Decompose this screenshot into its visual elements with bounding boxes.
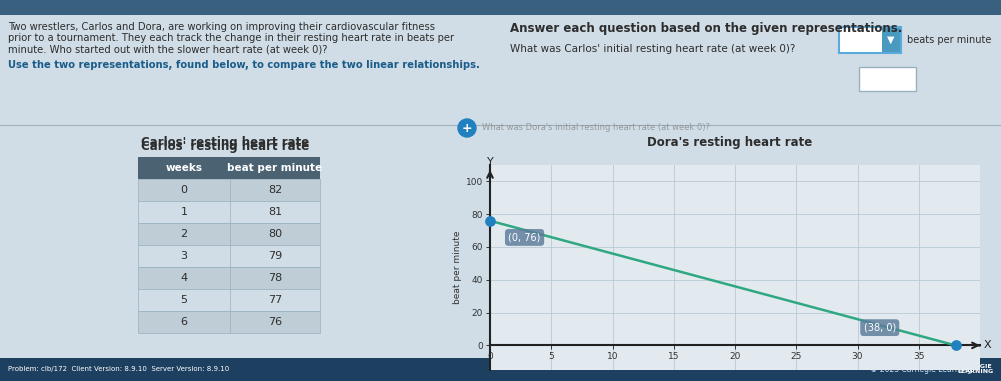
Text: 3: 3 <box>180 251 187 261</box>
Text: 5: 5 <box>180 295 187 305</box>
Text: ▼: ▼ <box>887 35 895 45</box>
Text: 80: 80 <box>268 229 282 239</box>
Text: 0: 0 <box>180 185 187 195</box>
Text: prior to a tournament. They each track the change in their resting heart rate in: prior to a tournament. They each track t… <box>8 33 454 43</box>
FancyBboxPatch shape <box>138 223 320 245</box>
FancyBboxPatch shape <box>138 267 320 289</box>
Text: X: X <box>984 340 991 351</box>
Text: weeks: weeks <box>165 163 202 173</box>
Text: 79: 79 <box>268 251 282 261</box>
FancyBboxPatch shape <box>138 311 320 333</box>
FancyBboxPatch shape <box>859 67 916 91</box>
FancyBboxPatch shape <box>0 0 1001 15</box>
Text: Y: Y <box>486 157 493 166</box>
Text: Use the two representations, found below, to compare the two linear relationship: Use the two representations, found below… <box>8 60 479 70</box>
Text: Dora's resting heart rate: Dora's resting heart rate <box>648 136 813 149</box>
FancyBboxPatch shape <box>138 289 320 311</box>
Text: Problem: clb/172  Client Version: 8.9.10  Server Version: 8.9.10: Problem: clb/172 Client Version: 8.9.10 … <box>8 366 229 372</box>
Text: beat per minute: beat per minute <box>227 163 322 173</box>
FancyBboxPatch shape <box>138 245 320 267</box>
FancyBboxPatch shape <box>839 27 901 53</box>
Text: Carlos' resting heart rate: Carlos' resting heart rate <box>141 136 309 149</box>
Text: 76: 76 <box>268 317 282 327</box>
Text: What was Dora's initial resting heart rate (at week 0)?: What was Dora's initial resting heart ra… <box>482 123 710 133</box>
Text: 81: 81 <box>268 207 282 217</box>
Text: Carlos' resting heart rate: Carlos' resting heart rate <box>141 140 309 153</box>
Circle shape <box>458 119 476 137</box>
Point <box>482 218 498 224</box>
Text: (38, 0): (38, 0) <box>864 323 896 333</box>
Text: 6: 6 <box>180 317 187 327</box>
Text: 77: 77 <box>268 295 282 305</box>
Text: CARNEGIE
LEARNING: CARNEGIE LEARNING <box>957 363 993 375</box>
FancyBboxPatch shape <box>0 358 1001 381</box>
Text: minute. Who started out with the slower heart rate (at week 0)?: minute. Who started out with the slower … <box>8 44 327 54</box>
Text: +: + <box>461 122 472 134</box>
Text: 2: 2 <box>180 229 187 239</box>
Text: 82: 82 <box>268 185 282 195</box>
FancyBboxPatch shape <box>138 201 320 223</box>
Text: Two wrestlers, Carlos and Dora, are working on improving their cardiovascular fi: Two wrestlers, Carlos and Dora, are work… <box>8 22 435 32</box>
Text: 4: 4 <box>180 273 187 283</box>
FancyBboxPatch shape <box>882 28 900 52</box>
Y-axis label: beat per minute: beat per minute <box>452 231 461 304</box>
Text: 1: 1 <box>180 207 187 217</box>
Text: (0, 76): (0, 76) <box>509 232 541 242</box>
Point <box>948 343 964 349</box>
Text: 78: 78 <box>268 273 282 283</box>
Text: © 2023 Carnegie Learning: © 2023 Carnegie Learning <box>870 365 972 373</box>
Text: Answer each question based on the given representations.: Answer each question based on the given … <box>510 22 902 35</box>
FancyBboxPatch shape <box>138 179 320 201</box>
FancyBboxPatch shape <box>138 157 320 179</box>
Text: What was Carlos' initial resting heart rate (at week 0)?: What was Carlos' initial resting heart r… <box>510 44 796 54</box>
Text: beats per minute: beats per minute <box>907 35 991 45</box>
